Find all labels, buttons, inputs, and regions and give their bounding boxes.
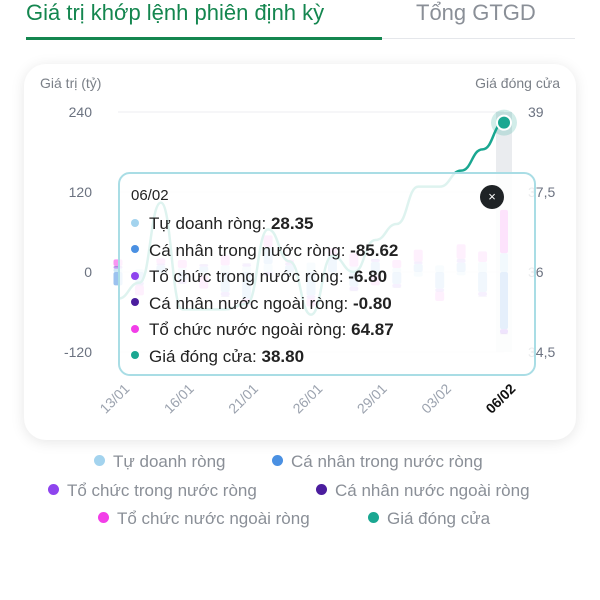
series-dot-icon [131,245,139,254]
tab-total-value[interactable]: Tổng GTGD [416,0,536,25]
legend-dot-icon [272,455,283,467]
legend-dot-icon [48,484,59,496]
legend-label: Tổ chức nước ngoài ròng [117,509,310,528]
legend-item[interactable]: Cá nhân trong nước ròng [272,452,483,472]
tab-bar: Giá trị khớp lệnh phiên định kỳ Tổng GTG… [0,0,600,40]
legend-dot-icon [316,484,327,496]
left-tick-label: 240 [69,104,93,120]
x-tick-label: 03/02 [418,380,454,416]
legend-label: Tổ chức trong nước ròng [67,481,257,500]
x-tick-label: 29/01 [354,380,390,416]
legend-item[interactable]: Tổ chức nước ngoài ròng [98,509,310,529]
selected-point [496,114,512,131]
right-axis-title: Giá đóng cửa [475,75,560,91]
right-tick-label: 39 [528,104,544,120]
legend-item[interactable]: Tự doanh ròng [94,452,226,472]
tab-divider [382,38,575,39]
tooltip-date: 06/02 [131,187,169,204]
tooltip-row-label: Giá đóng cửa: [149,346,262,366]
x-tick-label: 16/01 [161,380,197,416]
tooltip-row: Cá nhân trong nước ròng: -85.62 [131,241,398,261]
x-tick-label: 06/02 [482,380,518,416]
tooltip-row: Cá nhân nước ngoài ròng: -0.80 [131,294,392,314]
tooltip-row-label: Tự doanh ròng: [149,214,271,233]
legend-label: Cá nhân nước ngoài ròng [335,481,530,500]
close-icon[interactable]: × [480,185,504,209]
legend-label: Tự doanh ròng [113,452,226,471]
chart-tooltip: 06/02 × Tự doanh ròng: 28.35 Cá nhân tron… [118,172,536,376]
series-dot-icon [131,351,139,360]
series-dot-icon [131,271,139,280]
active-tab-indicator [26,37,382,40]
legend-dot-icon [368,512,379,524]
tooltip-row-label: Tổ chức trong nước ròng: [149,267,349,286]
x-tick-label: 26/01 [289,380,325,416]
legend-dot-icon [98,512,109,524]
tooltip-row-label: Cá nhân nước ngoài ròng: [149,293,353,313]
tooltip-row: Giá đóng cửa: 38.80 [131,347,304,367]
left-axis-title: Giá trị (tỷ) [40,75,101,91]
left-tick-label: 0 [84,264,92,280]
tooltip-row: Tổ chức trong nước ròng: -6.80 [131,267,387,287]
tooltip-row-label: Tổ chức nước ngoài ròng: [149,320,352,339]
legend-item[interactable]: Tổ chức trong nước ròng [48,481,257,501]
left-tick-label: 120 [69,184,93,200]
tooltip-row-label: Cá nhân trong nước ròng: [149,240,351,260]
x-tick-label: 21/01 [225,380,261,416]
legend-label: Cá nhân trong nước ròng [291,452,483,471]
legend-item[interactable]: Cá nhân nước ngoài ròng [316,481,530,501]
tooltip-row: Tổ chức nước ngoài ròng: 64.87 [131,320,394,340]
tooltip-row-value: -0.80 [353,293,392,313]
legend-dot-icon [94,455,105,467]
tooltip-row-value: 28.35 [270,214,314,233]
chart-card: Giá trị (tỷ) Giá đóng cửa 240 120 0 -120 39 37,… [24,64,576,440]
tooltip-row: Tự doanh ròng: 28.35 [131,214,314,234]
series-dot-icon [131,218,139,227]
x-tick-label: 13/01 [96,380,132,416]
tooltip-row-value: 38.80 [261,346,305,366]
tooltip-row-value: 64.87 [351,320,394,339]
legend-item[interactable]: Giá đóng cửa [368,509,490,529]
legend-label: Giá đóng cửa [387,509,491,528]
tooltip-row-value: -85.62 [350,240,399,260]
series-dot-icon [131,324,139,333]
tab-matched-value[interactable]: Giá trị khớp lệnh phiên định kỳ [26,0,325,25]
series-dot-icon [131,298,139,307]
tooltip-row-value: -6.80 [348,267,388,286]
left-tick-label: -120 [64,344,92,360]
